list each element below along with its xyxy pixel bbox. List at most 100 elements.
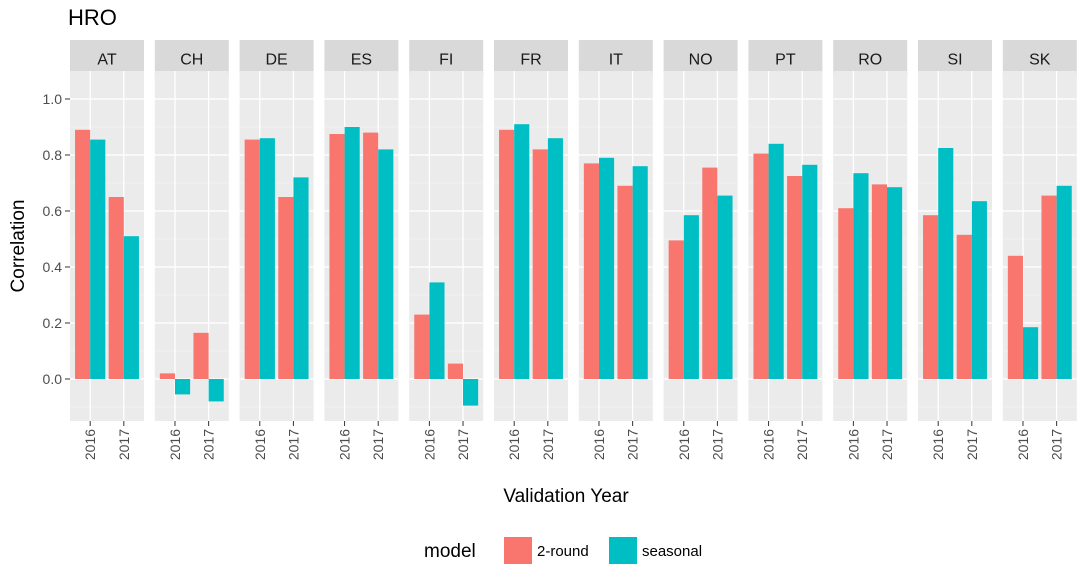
facet-strip (1002, 40, 1077, 77)
bar-fr-2016-2-round (499, 129, 515, 379)
facet-si: SI 2016 2017 (918, 40, 992, 460)
facet-strip (578, 40, 653, 77)
chart-title: HRO (68, 5, 117, 30)
bar-ro-2017-2-round (871, 184, 888, 379)
facet-label: FI (439, 52, 453, 69)
bar-ch-2016-2-round (159, 373, 175, 379)
x-tick-label: 2017 (540, 429, 556, 460)
x-tick-label: 2017 (201, 429, 217, 460)
bar-ro-2017-seasonal (887, 187, 903, 379)
x-tick-label: 2017 (879, 429, 895, 460)
facet-fi: FI 2016 2017 (409, 40, 484, 460)
x-tick-label: 2017 (455, 429, 471, 460)
bar-pt-2017-2-round (787, 176, 803, 379)
bar-at-2016-2-round (75, 129, 91, 379)
bar-fi-2017-2-round (447, 363, 464, 379)
x-tick-label: 2016 (676, 429, 692, 460)
facet-strip (748, 40, 823, 77)
y-tick-label: 1.0 (43, 91, 63, 107)
bar-de-2016-seasonal (259, 138, 275, 379)
x-tick-label: 2016 (930, 429, 946, 460)
facet-label: DE (265, 52, 287, 69)
facet-label: CH (180, 52, 203, 69)
bar-fr-2017-2-round (532, 149, 548, 379)
bar-sk-2016-2-round (1007, 255, 1023, 379)
bar-ro-2016-2-round (838, 208, 854, 379)
x-tick-label: 2016 (1015, 429, 1031, 460)
bar-es-2017-seasonal (378, 149, 394, 379)
bar-es-2016-seasonal (344, 127, 360, 379)
facet-no: NO 2016 2017 (663, 40, 738, 460)
facet-label: ES (351, 52, 372, 69)
facet-label: SK (1029, 52, 1051, 69)
facet-fr: FR 2016 2017 (494, 40, 568, 460)
x-tick-label: 2016 (591, 429, 607, 460)
legend-label-2-round: 2-round (537, 543, 589, 560)
x-tick-label: 2017 (625, 429, 641, 460)
facet-panels: AT 2016 2017 CH 2016 2017 DE 2016 2017 ES 2016 2017… (70, 40, 1077, 460)
bar-si-2016-seasonal (938, 148, 954, 379)
x-tick-label: 2017 (1049, 429, 1065, 460)
bar-fi-2017-seasonal (463, 379, 479, 406)
bar-fr-2016-seasonal (514, 124, 530, 379)
bar-es-2016-2-round (329, 134, 345, 379)
x-tick-label: 2017 (116, 429, 132, 460)
facet-es: ES 2016 2017 (324, 40, 399, 460)
bar-si-2016-2-round (923, 215, 939, 379)
bar-it-2016-seasonal (598, 157, 615, 379)
bar-at-2017-2-round (108, 197, 124, 379)
x-tick-label: 2016 (337, 429, 353, 460)
x-tick-label: 2017 (370, 429, 386, 460)
bar-fi-2016-seasonal (429, 282, 445, 379)
x-tick-label: 2017 (709, 429, 725, 460)
bar-it-2017-2-round (617, 185, 633, 379)
x-tick-label: 2016 (421, 429, 437, 460)
bar-si-2017-2-round (956, 234, 972, 379)
bar-it-2016-2-round (583, 163, 599, 379)
facet-strip (833, 40, 908, 77)
facet-de: DE 2016 2017 (239, 40, 314, 460)
bar-de-2016-2-round (244, 139, 260, 379)
facet-strip (239, 40, 314, 77)
bar-no-2016-seasonal (683, 215, 699, 379)
facet-label: NO (689, 52, 713, 69)
bar-pt-2017-seasonal (802, 164, 818, 379)
bar-pt-2016-2-round (753, 153, 769, 379)
bar-ch-2017-2-round (193, 332, 209, 379)
facet-it: IT 2016 2017 (578, 40, 653, 460)
bar-ch-2017-seasonal (208, 379, 224, 402)
facet-strip (918, 40, 992, 77)
legend-key-seasonal (609, 537, 637, 564)
bar-sk-2017-2-round (1041, 195, 1057, 379)
bar-ro-2016-seasonal (853, 173, 869, 379)
facet-strip (324, 40, 399, 77)
bar-no-2017-seasonal (717, 195, 733, 379)
bar-no-2017-2-round (702, 167, 718, 379)
panel-background (154, 71, 229, 421)
y-tick-label: 0.6 (43, 203, 63, 219)
x-tick-label: 2016 (167, 429, 183, 460)
facet-label: PT (775, 52, 796, 69)
facet-ro: RO 2016 2017 (833, 40, 908, 460)
y-tick-label: 0.0 (43, 371, 63, 387)
legend-title: model (424, 541, 476, 562)
facet-strip (663, 40, 738, 77)
bar-no-2016-2-round (668, 240, 684, 379)
facet-label: FR (520, 52, 541, 69)
bar-at-2016-seasonal (90, 139, 106, 379)
legend-label-seasonal: seasonal (642, 543, 702, 560)
bar-pt-2016-seasonal (768, 143, 784, 379)
bar-es-2017-2-round (363, 132, 379, 379)
facet-label: RO (858, 52, 882, 69)
y-tick-label: 0.8 (43, 147, 63, 163)
facet-sk: SK 2016 2017 (1002, 40, 1077, 460)
legend: model 2-round seasonal (424, 537, 702, 564)
x-tick-label: 2017 (794, 429, 810, 460)
x-tick-label: 2017 (285, 429, 301, 460)
x-tick-label: 2016 (845, 429, 861, 460)
facet-label: SI (947, 52, 962, 69)
facet-strip (70, 40, 144, 77)
bar-fr-2017-seasonal (547, 138, 563, 379)
facet-label: IT (609, 52, 623, 69)
bar-si-2017-seasonal (971, 201, 987, 379)
